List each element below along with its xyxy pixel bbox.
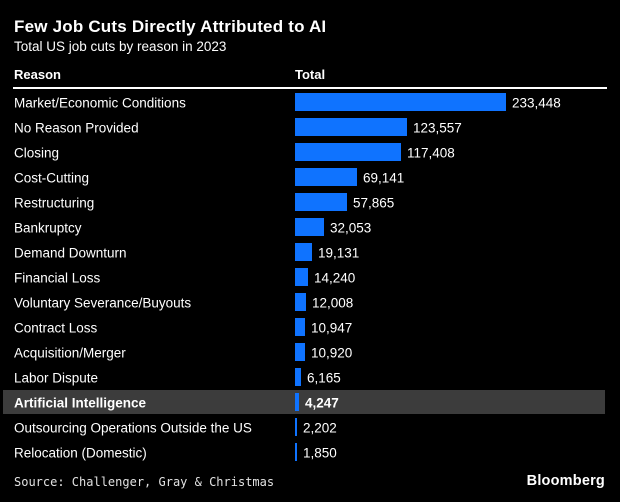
table-row: Artificial Intelligence 4,247	[0, 390, 620, 415]
table-row: Closing 117,408	[0, 140, 620, 165]
column-header-reason: Reason	[14, 67, 61, 82]
table-row: Acquisition/Merger 10,920	[0, 340, 620, 365]
bloomberg-logo: Bloomberg	[526, 473, 605, 489]
table-row: Labor Dispute 6,165	[0, 365, 620, 390]
highlight-band	[3, 390, 605, 414]
row-label: Relocation (Domestic)	[14, 445, 147, 460]
bar	[295, 93, 506, 111]
row-value: 14,240	[314, 270, 356, 285]
bar	[295, 368, 301, 386]
bar	[295, 343, 305, 361]
row-label: Labor Dispute	[14, 370, 99, 385]
row-label: Cost-Cutting	[14, 170, 90, 185]
bar	[295, 193, 347, 211]
table-row: Bankruptcy 32,053	[0, 215, 620, 240]
row-value: 6,165	[307, 370, 341, 385]
row-label: Demand Downturn	[14, 245, 127, 260]
bar	[295, 443, 297, 461]
row-label: No Reason Provided	[14, 120, 139, 135]
source-note: Source: Challenger, Gray & Christmas	[14, 475, 275, 489]
table-row: Voluntary Severance/Buyouts 12,008	[0, 290, 620, 315]
row-label: Closing	[14, 145, 60, 160]
column-header-total: Total	[295, 67, 326, 82]
row-label: Market/Economic Conditions	[14, 95, 186, 110]
bar	[295, 318, 305, 336]
bar-rows: Market/Economic Conditions 233,448 No Reas…	[0, 90, 620, 465]
row-value: 4,247	[305, 395, 339, 410]
table-row: Market/Economic Conditions 233,448	[0, 90, 620, 115]
row-value: 19,131	[318, 245, 360, 260]
table-row: Financial Loss 14,240	[0, 265, 620, 290]
bar	[295, 268, 308, 286]
table-row: Contract Loss 10,947	[0, 315, 620, 340]
row-label: Voluntary Severance/Buyouts	[14, 295, 192, 310]
row-value: 1,850	[303, 445, 337, 460]
row-label: Bankruptcy	[14, 220, 82, 235]
row-value: 117,408	[407, 145, 455, 160]
row-value: 69,141	[363, 170, 405, 185]
row-value: 57,865	[353, 195, 395, 210]
row-label: Contract Loss	[14, 320, 98, 335]
row-value: 233,448	[512, 95, 561, 110]
row-value: 32,053	[330, 220, 372, 235]
table-row: Outsourcing Operations Outside the US 2,2…	[0, 415, 620, 440]
chart-title: Few Job Cuts Directly Attributed to AI	[14, 17, 327, 36]
row-value: 10,947	[311, 320, 353, 335]
row-label: Restructuring	[14, 195, 95, 210]
header-separator-line	[13, 87, 607, 89]
row-label: Artificial Intelligence	[14, 395, 147, 410]
table-row: Cost-Cutting 69,141	[0, 165, 620, 190]
row-label: Acquisition/Merger	[14, 345, 126, 360]
row-label: Outsourcing Operations Outside the US	[14, 420, 252, 435]
bar	[295, 218, 324, 236]
bar	[295, 418, 297, 436]
row-value: 123,557	[413, 120, 462, 135]
row-label: Financial Loss	[14, 270, 101, 285]
row-value: 10,920	[311, 345, 353, 360]
bar	[295, 293, 306, 311]
row-value: 2,202	[303, 420, 337, 435]
chart-subtitle: Total US job cuts by reason in 2023	[14, 39, 227, 54]
bar	[295, 393, 299, 411]
table-row: Relocation (Domestic) 1,850	[0, 440, 620, 465]
table-row: Demand Downturn 19,131	[0, 240, 620, 265]
bar	[295, 243, 312, 261]
table-row: Restructuring 57,865	[0, 190, 620, 215]
table-row: No Reason Provided 123,557	[0, 115, 620, 140]
bar	[295, 143, 401, 161]
bar	[295, 168, 357, 186]
row-value: 12,008	[312, 295, 354, 310]
bar	[295, 118, 407, 136]
